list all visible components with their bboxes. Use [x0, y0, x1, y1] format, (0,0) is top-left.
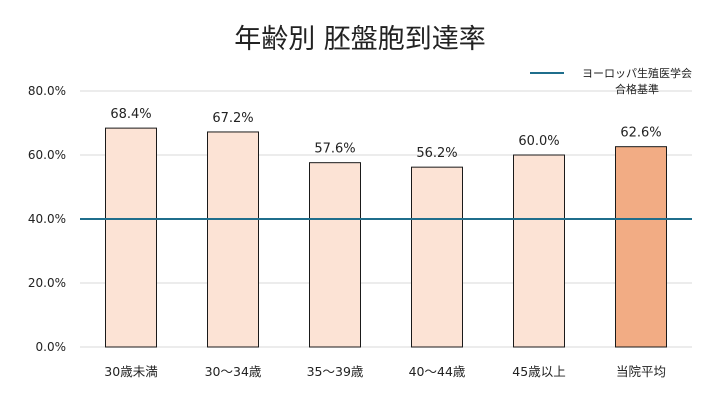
- data-label: 60.0%: [518, 134, 559, 149]
- legend-label-line1: ヨーロッパ生殖医学会: [582, 66, 692, 80]
- chart-title: 年齢別 胚盤胞到達率: [234, 24, 486, 55]
- y-tick-label: 0.0%: [36, 340, 67, 354]
- category-label: 35～39歳: [307, 364, 364, 379]
- category-label: 30歳未満: [104, 364, 157, 379]
- bar: [207, 131, 259, 348]
- category-label: 40～44歳: [409, 364, 466, 379]
- x-axis-labels: 30歳未満 30～34歳 35～39歳 40～44歳 45歳以上 当院平均: [104, 364, 666, 379]
- legend: ヨーロッパ生殖医学会 合格基準: [530, 66, 692, 96]
- data-label: 62.6%: [620, 126, 661, 141]
- bar: [105, 127, 157, 348]
- legend-label-line2: 合格基準: [615, 82, 659, 96]
- category-label: 当院平均: [616, 364, 666, 379]
- bar: [309, 162, 361, 348]
- data-label: 68.4%: [110, 107, 151, 122]
- y-tick-label: 20.0%: [28, 276, 66, 290]
- category-label: 30～34歳: [205, 364, 262, 379]
- bars: [105, 127, 667, 348]
- bar: [513, 154, 565, 348]
- data-label: 56.2%: [416, 146, 457, 161]
- data-label: 57.6%: [314, 142, 355, 157]
- bar: [411, 166, 463, 348]
- bar: [615, 146, 667, 348]
- y-axis-ticks: 0.0% 20.0% 40.0% 60.0% 80.0%: [28, 84, 66, 354]
- y-tick-label: 80.0%: [28, 84, 66, 98]
- y-tick-label: 60.0%: [28, 148, 66, 162]
- data-labels: 68.4% 67.2% 57.6% 56.2% 60.0% 62.6%: [110, 107, 661, 161]
- data-label: 67.2%: [212, 111, 253, 126]
- y-tick-label: 40.0%: [28, 212, 66, 226]
- category-label: 45歳以上: [512, 364, 565, 379]
